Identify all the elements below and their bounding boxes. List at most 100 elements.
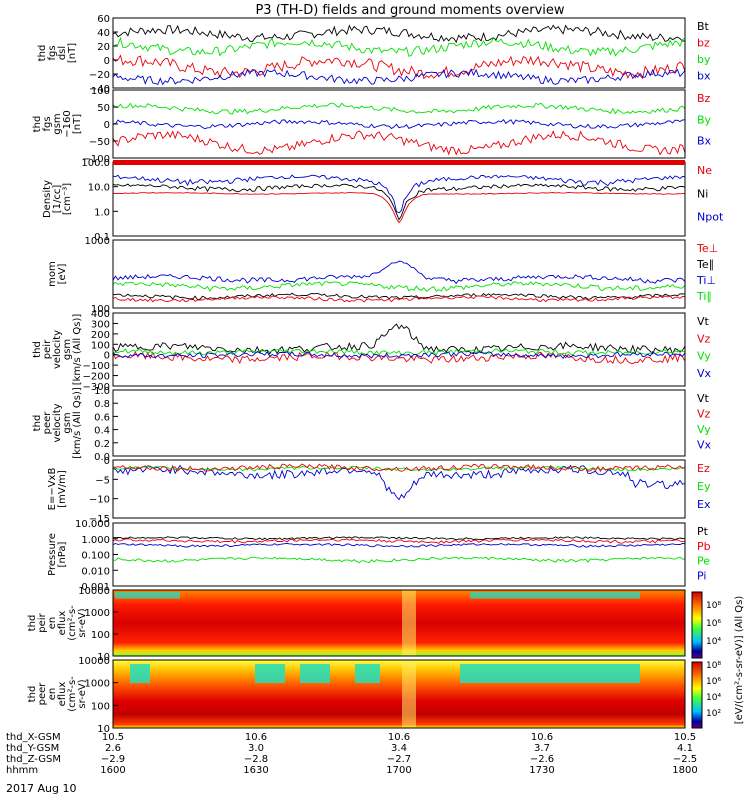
y-axis-label: (cm²-s- — [67, 676, 78, 712]
colorbar-tick: 10⁸ — [706, 661, 721, 671]
legend-Pt: Pt — [697, 525, 709, 538]
y-tick-label: 10 — [97, 652, 110, 663]
colorbar: 10⁸ 10⁶ 10⁴ 10⁸ 10⁶ 10⁴ 10² [eV/(cm²-s-sr-eV)] … — [691, 591, 745, 729]
y-axis-label: [km/s (All Qs)] — [72, 314, 83, 386]
y-axis-label: sr-eV) — [77, 679, 88, 708]
y-axis-label: thd — [27, 686, 38, 703]
series-Ti⊥ — [112, 260, 686, 285]
spectrogram-band — [255, 664, 285, 684]
y-axis-label: peir — [42, 339, 53, 359]
legend-Vx: Vx — [697, 439, 712, 452]
y-tick-label: 100.0 — [81, 158, 110, 169]
y-axis-label: [mV/m] — [57, 470, 68, 508]
y-tick-label: 10000 — [78, 586, 110, 597]
x-tick-label: 10.6 — [388, 732, 410, 743]
y-axis-label: en — [47, 688, 58, 701]
y-axis-label: peer — [37, 682, 48, 706]
y-tick-label: 0.8 — [94, 399, 110, 410]
legend-Vt: Vt — [697, 315, 710, 328]
y-axis-label: dsl — [57, 46, 68, 60]
series-Te⊥ — [112, 295, 685, 303]
y-tick-label: 0.001 — [81, 582, 110, 593]
y-tick-label: 0.1 — [94, 232, 110, 243]
y-tick-label: −100 — [83, 361, 110, 372]
y-tick-label: 0.6 — [94, 412, 110, 423]
y-tick-label: −200 — [83, 372, 110, 383]
y-tick-label: −50 — [89, 137, 110, 148]
y-axis-label: gsm — [52, 113, 63, 134]
colorbar-label: [eV/(cm²-s-sr-eV)] (All Qs) — [734, 596, 745, 725]
series-Te∥ — [112, 292, 686, 301]
date-label: 2017 Aug 10 — [6, 782, 76, 795]
legend-Vz: Vz — [697, 408, 711, 421]
y-tick-label: −5 — [95, 475, 110, 486]
series-Vt — [112, 323, 686, 355]
legend-Ex: Ex — [697, 498, 711, 511]
x-tick-label: 3.7 — [534, 743, 550, 754]
y-axis-label: E=−VxB — [47, 468, 58, 511]
colorbar-tick: 10² — [706, 709, 721, 719]
legend-Vz: Vz — [697, 332, 711, 345]
legend-Npot: Npot — [697, 211, 724, 224]
y-tick-label: 400 — [91, 309, 110, 320]
y-tick-label: 0.010 — [81, 566, 110, 577]
y-tick-label: 1000 — [85, 608, 110, 619]
y-axis-label: Pressure — [47, 533, 58, 576]
y-axis-label: velocity — [52, 403, 63, 442]
y-tick-label: 10.000 — [75, 519, 110, 530]
y-tick-label: 1000 — [85, 679, 110, 690]
x-tick-label: −2.8 — [244, 754, 268, 765]
series-Ne — [112, 191, 686, 224]
x-tick-label: 2.6 — [105, 743, 121, 754]
series-by — [112, 36, 686, 57]
x-tick-label: −2.9 — [101, 754, 125, 765]
spectrogram-band — [130, 664, 150, 684]
y-tick-label: 0.4 — [94, 426, 110, 437]
y-tick-label: 10 — [97, 724, 110, 735]
legend-Ni: Ni — [697, 187, 708, 200]
y-axis-label: eflux — [57, 682, 68, 707]
colorbar-tick: 10⁶ — [706, 619, 721, 629]
legend-Ti⊥: Ti⊥ — [696, 274, 716, 287]
y-axis-label: peer — [42, 411, 53, 435]
y-tick-label: 0 — [104, 120, 110, 131]
y-axis-label: Density — [42, 180, 53, 218]
x-tick-label: 1800 — [672, 765, 697, 776]
series-bz — [112, 54, 686, 80]
colorbar-tick: 10⁸ — [706, 601, 721, 611]
panel-fgs-gsm: 100 50 0 −50 −100 thd fgs gsm −160 [nT] Bz By Bx — [32, 86, 712, 165]
y-axis-label: [cm⁻³] — [62, 183, 73, 215]
legend-by: by — [697, 53, 711, 66]
x-tick-label: −2.5 — [673, 754, 697, 765]
y-tick-label: 1.0 — [94, 386, 110, 397]
spectrogram-band — [355, 664, 380, 684]
y-axis-label: [km/s (All Qs)] — [72, 387, 83, 459]
series-Vz — [112, 351, 686, 365]
series-Ni — [112, 183, 686, 221]
y-axis-label: [eV] — [57, 264, 68, 285]
y-tick-label: −100 — [83, 154, 110, 165]
x-axis-labels: thd_X-GSM 10.5 10.6 10.6 10.6 10.5 thd_Y-GSM 2.… — [6, 732, 698, 776]
legend-Vy: Vy — [697, 423, 711, 436]
x-tick-label: 3.4 — [391, 743, 407, 754]
colorbar-tick: 10⁶ — [706, 677, 721, 687]
panel-frame — [112, 389, 686, 457]
panel-el-vel: 1.0 0.8 0.6 0.4 0.2 0.0 thd peer velocity gsm [km/… — [32, 386, 712, 463]
y-tick-label: 1000 — [85, 236, 110, 247]
y-tick-label: 0.100 — [81, 551, 110, 562]
y-tick-label: 100 — [91, 86, 110, 97]
panel-efield: 0 −5 −10 −15 E=−VxB [mV/m] Ez Ey Ex — [47, 456, 711, 525]
panel-frame — [112, 239, 686, 309]
colorbar-tick: 10⁴ — [706, 693, 721, 703]
y-tick-label: 100 — [91, 340, 110, 351]
y-axis-label: thd — [32, 415, 43, 432]
panel-el-spec: 10000 1000 100 10 thd peer en eflux (cm²-s-sr-eV… — [27, 656, 686, 735]
series-Pe — [112, 556, 686, 564]
panel-pressure: 10.000 1.000 0.100 0.010 0.001 Pressure [nPa] P… — [47, 519, 711, 593]
y-tick-label: 0 — [104, 351, 110, 362]
colorbar-ion — [691, 591, 703, 659]
x-tick-label: 10.5 — [674, 732, 696, 743]
plot-title: P3 (TH-D) fields and ground moments over… — [255, 3, 564, 18]
